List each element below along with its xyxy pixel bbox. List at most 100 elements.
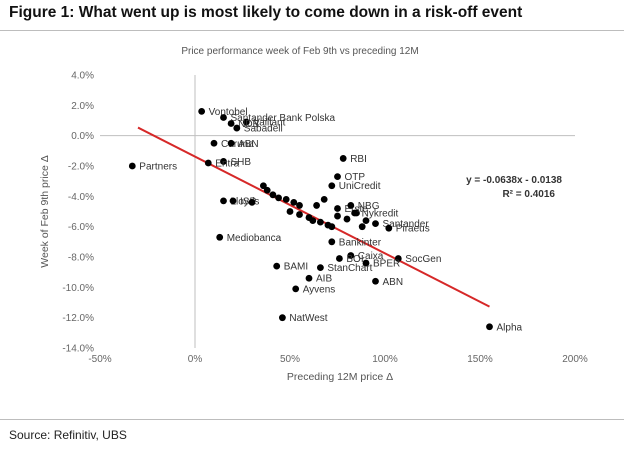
y-tick-label: -12.0% — [62, 313, 94, 324]
data-point — [351, 209, 358, 217]
data-point-label: Nykredit — [362, 209, 399, 220]
data-point — [279, 314, 286, 322]
trend-r-squared: R² = 0.4016 — [502, 189, 555, 200]
data-point — [198, 108, 206, 115]
x-tick-label: 100% — [372, 354, 398, 365]
data-point — [233, 124, 241, 132]
data-point — [220, 197, 227, 205]
data-point-label: ABN — [238, 139, 259, 150]
x-tick-label: 50% — [280, 354, 300, 365]
data-point — [286, 208, 294, 215]
data-point — [362, 259, 370, 267]
y-tick-label: -8.0% — [68, 253, 94, 264]
data-point-label: StanChart — [327, 263, 372, 274]
data-point — [128, 162, 136, 170]
data-point-label: SocGen — [405, 254, 441, 265]
data-point — [486, 323, 493, 331]
data-point — [339, 155, 347, 162]
x-axis-ticks: -50% 0% 50% 100% 150% 200% — [88, 354, 588, 365]
data-point-label: Bankinter — [339, 237, 382, 248]
data-point-label: Caixa — [358, 251, 384, 262]
data-point — [358, 223, 366, 231]
data-point — [328, 182, 336, 190]
data-point — [227, 120, 235, 127]
trend-line — [137, 126, 490, 308]
data-point-label: SHB — [231, 157, 252, 168]
y-tick-label: -4.0% — [68, 192, 94, 203]
data-point — [282, 195, 290, 203]
data-point — [273, 262, 281, 270]
trend-equation: y = -0.0638x - 0.0138 — [466, 175, 562, 186]
data-point — [317, 218, 324, 226]
data-point-label: Santander — [383, 219, 430, 230]
x-tick-label: 150% — [467, 354, 493, 365]
x-tick-label: -50% — [88, 354, 111, 365]
data-point — [347, 252, 355, 259]
data-point-label: NBG — [358, 201, 380, 212]
data-point — [229, 197, 237, 205]
scatter-chart: Price performance week of Feb 9th vs pre… — [39, 46, 588, 383]
data-point-label: NDB — [238, 119, 259, 130]
x-tick-label: 0% — [188, 354, 203, 365]
data-point — [309, 217, 317, 225]
data-point — [362, 217, 370, 225]
data-point-label: OTP — [345, 172, 366, 183]
data-point-label: Erste — [345, 204, 369, 215]
data-point-label: NatWest — [289, 313, 327, 324]
data-point — [347, 202, 355, 209]
data-point — [220, 114, 227, 121]
data-point-label: BAMI — [284, 262, 308, 273]
y-axis-label: Week of Feb 9th price Δ — [39, 155, 51, 267]
title-rule — [0, 30, 624, 31]
data-point-label: Sabadell — [244, 124, 283, 135]
data-point — [328, 223, 336, 231]
data-point — [305, 274, 313, 282]
data-point — [210, 139, 218, 147]
data-point-label: Piraeus — [396, 224, 430, 235]
data-point — [336, 255, 343, 262]
y-axis-ticks: 4.0% 2.0% 0.0% -2.0% -4.0% -6.0% -8.0% -10.0% -1… — [62, 71, 94, 355]
y-tick-label: -10.0% — [62, 283, 94, 294]
data-point — [372, 277, 379, 285]
data-point — [343, 215, 351, 223]
data-point-label: BPER — [373, 259, 400, 270]
data-point — [227, 139, 235, 147]
data-point-label: UniCredit — [339, 181, 381, 192]
data-point-label: Vaillant — [253, 118, 285, 129]
y-tick-label: 4.0% — [71, 71, 94, 82]
y-tick-label: 2.0% — [71, 101, 94, 112]
source-note: Source: Refinitiv, UBS — [9, 428, 127, 442]
data-point — [296, 211, 303, 218]
data-point — [269, 191, 277, 199]
y-tick-label: -2.0% — [68, 162, 94, 173]
data-point-label: ABN — [383, 277, 404, 288]
data-point — [263, 186, 271, 194]
data-point-label: Mediobanca — [227, 233, 282, 244]
data-point — [328, 238, 336, 246]
data-point — [220, 158, 227, 165]
data-point-label: Ayvens — [303, 284, 336, 295]
data-point-label: Lloyds — [231, 196, 260, 207]
source-rule — [0, 419, 624, 420]
data-point — [248, 199, 256, 206]
data-point — [290, 199, 298, 206]
y-tick-label: -6.0% — [68, 222, 94, 233]
data-point — [204, 159, 212, 167]
data-point — [334, 173, 341, 181]
data-point-label: RBI — [350, 154, 367, 165]
chart-title: Price performance week of Feb 9th vs pre… — [181, 46, 418, 57]
data-point — [394, 255, 402, 262]
data-point — [242, 118, 250, 126]
figure-title: Figure 1: What went up is most likely to… — [9, 4, 523, 21]
data-point — [275, 194, 282, 202]
data-point-label: BOI — [346, 254, 363, 265]
data-point-label: Partners — [139, 162, 177, 173]
data-point — [296, 202, 303, 209]
data-point — [372, 220, 379, 228]
data-point-label: ISP — [240, 196, 256, 207]
x-tick-label: 200% — [562, 354, 588, 365]
data-point — [317, 264, 324, 272]
x-axis-label: Preceding 12M price Δ — [287, 371, 393, 383]
data-point — [385, 224, 393, 232]
